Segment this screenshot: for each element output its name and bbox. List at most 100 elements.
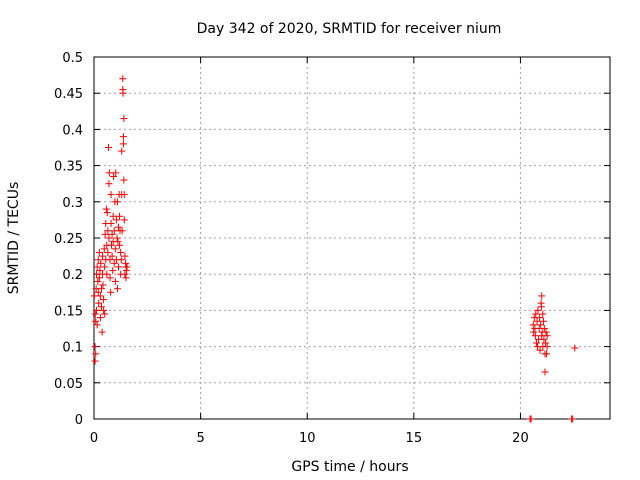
data-point bbox=[539, 317, 547, 325]
data-point bbox=[537, 303, 545, 311]
data-point bbox=[101, 263, 109, 271]
data-point bbox=[90, 292, 98, 300]
data-point bbox=[122, 274, 130, 282]
data-point bbox=[116, 241, 124, 249]
data-point bbox=[96, 292, 104, 300]
data-points bbox=[90, 75, 579, 423]
data-point bbox=[121, 252, 129, 260]
plot-frame bbox=[93, 56, 611, 420]
data-point bbox=[533, 317, 541, 325]
data-point bbox=[122, 267, 130, 275]
data-point bbox=[542, 339, 550, 347]
data-point bbox=[540, 325, 548, 332]
data-point bbox=[115, 263, 123, 271]
data-point bbox=[534, 306, 542, 314]
data-point bbox=[100, 296, 108, 304]
data-point bbox=[111, 245, 119, 253]
y-tick-label: 0.25 bbox=[54, 232, 83, 247]
data-point bbox=[96, 314, 104, 322]
data-point bbox=[93, 270, 101, 278]
data-point bbox=[92, 350, 100, 358]
x-tick-label: 20 bbox=[512, 431, 529, 446]
data-point bbox=[107, 191, 115, 199]
y-tick-label: 0.05 bbox=[54, 377, 83, 392]
x-axis-label: GPS time / hours bbox=[291, 459, 408, 475]
data-point bbox=[106, 274, 114, 282]
data-point bbox=[116, 212, 124, 220]
data-point bbox=[113, 234, 121, 242]
data-point bbox=[119, 89, 127, 97]
data-point bbox=[110, 259, 118, 267]
data-point bbox=[120, 115, 128, 123]
data-point bbox=[107, 241, 115, 249]
data-point bbox=[120, 176, 128, 184]
data-point bbox=[105, 180, 113, 188]
data-point bbox=[542, 350, 550, 358]
x-tick-label: 0 bbox=[90, 431, 98, 446]
data-point bbox=[97, 285, 105, 293]
x-tick-label: 5 bbox=[196, 431, 204, 446]
grid-layer bbox=[94, 57, 610, 419]
data-point bbox=[569, 415, 577, 423]
data-point bbox=[543, 332, 551, 340]
data-point bbox=[91, 310, 99, 318]
data-point bbox=[540, 335, 548, 343]
data-point bbox=[538, 292, 546, 300]
x-tick-label: 15 bbox=[406, 431, 423, 446]
data-point bbox=[114, 238, 122, 246]
data-point bbox=[117, 248, 125, 256]
data-point bbox=[117, 256, 125, 264]
data-point bbox=[99, 281, 107, 289]
data-point bbox=[98, 328, 106, 336]
chart-title: Day 342 of 2020, SRMTID for receiver niu… bbox=[197, 21, 502, 37]
data-point bbox=[108, 230, 116, 238]
data-point bbox=[119, 140, 127, 148]
data-point bbox=[118, 227, 126, 235]
data-point bbox=[527, 415, 535, 423]
y-tick-label: 0.15 bbox=[54, 304, 83, 319]
data-point bbox=[118, 147, 126, 155]
y-axis-label: SRMTID / TECUs bbox=[6, 182, 22, 295]
data-point bbox=[97, 303, 105, 311]
data-point bbox=[120, 191, 128, 199]
data-point bbox=[532, 339, 540, 347]
y-tick-label: 0 bbox=[75, 413, 83, 428]
data-point bbox=[120, 216, 128, 224]
data-point bbox=[103, 270, 111, 278]
data-point bbox=[541, 368, 549, 376]
data-point bbox=[101, 310, 109, 318]
data-point bbox=[108, 252, 116, 260]
tick-layer bbox=[93, 56, 610, 420]
data-point bbox=[532, 310, 540, 318]
data-point bbox=[537, 321, 545, 329]
data-point bbox=[531, 332, 539, 340]
data-point bbox=[91, 343, 99, 351]
data-point bbox=[100, 306, 108, 314]
data-point bbox=[105, 169, 113, 177]
data-point bbox=[110, 172, 118, 180]
data-point bbox=[109, 212, 117, 220]
data-point bbox=[104, 227, 112, 235]
data-point bbox=[121, 270, 129, 278]
data-point bbox=[530, 328, 538, 336]
data-point bbox=[103, 209, 111, 217]
data-point bbox=[107, 288, 115, 296]
data-point bbox=[91, 357, 99, 365]
y-tick-label: 0.45 bbox=[54, 87, 83, 102]
data-point bbox=[112, 216, 120, 224]
data-point bbox=[96, 267, 104, 275]
data-point bbox=[529, 321, 537, 329]
y-tick-label: 0.3 bbox=[62, 196, 83, 211]
data-point bbox=[94, 288, 102, 296]
data-point bbox=[543, 343, 551, 351]
data-point bbox=[112, 169, 120, 177]
y-tick-label: 0.4 bbox=[62, 123, 83, 138]
y-tick-label: 0.2 bbox=[62, 268, 83, 283]
data-point bbox=[93, 321, 101, 329]
data-point bbox=[94, 256, 102, 264]
data-point bbox=[104, 144, 112, 151]
data-point bbox=[571, 344, 579, 352]
data-point bbox=[106, 256, 114, 264]
data-point bbox=[536, 346, 544, 354]
